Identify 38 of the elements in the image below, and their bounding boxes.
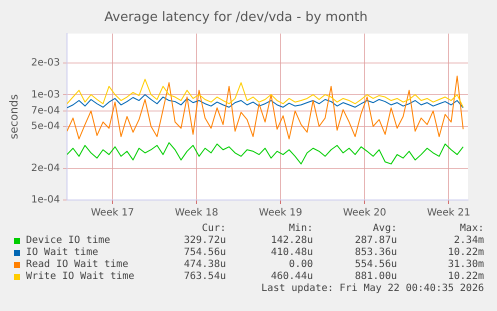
x-tick-label: Week 18 bbox=[174, 208, 218, 219]
y-tick-label: 2e-04 bbox=[31, 162, 60, 174]
y-tick-label: 7e-04 bbox=[31, 106, 60, 117]
text: 31.30m bbox=[448, 259, 484, 271]
text: 2.34m bbox=[454, 235, 484, 247]
text: 410.48u bbox=[270, 247, 313, 259]
y-tick-label: 2e-03 bbox=[31, 58, 60, 69]
text: 853.36u bbox=[354, 247, 397, 259]
x-tick-label: Week 20 bbox=[342, 208, 386, 219]
text: 10.22m bbox=[448, 247, 484, 259]
text: 10.22m bbox=[448, 271, 484, 283]
text: Avg: bbox=[372, 223, 397, 235]
text: Max: bbox=[460, 223, 484, 235]
text: 881.00u bbox=[354, 271, 397, 283]
x-tick-label: Week 19 bbox=[258, 208, 302, 219]
text: 554.56u bbox=[354, 259, 397, 271]
legend-label: Device IO time bbox=[26, 235, 110, 247]
y-axis-title: seconds bbox=[7, 94, 20, 140]
text: 754.56u bbox=[184, 247, 226, 259]
text: Last update: Fri May 22 00:40:35 2026 bbox=[261, 283, 484, 295]
text: Min: bbox=[288, 223, 313, 235]
text: 329.72u bbox=[184, 235, 226, 247]
y-tick-label: 5e-04 bbox=[31, 120, 60, 132]
y-tick-label: 1e-04 bbox=[31, 194, 60, 206]
text: 460.44u bbox=[270, 271, 313, 283]
text: 0.00 bbox=[288, 259, 313, 271]
text: 142.28u bbox=[270, 235, 313, 247]
chart-title: Average latency for /dev/vda - by month bbox=[104, 10, 368, 26]
text: Cur: bbox=[202, 223, 226, 235]
text: 474.38u bbox=[184, 259, 226, 271]
text: 287.87u bbox=[354, 235, 397, 247]
y-tick-label: 1e-03 bbox=[31, 89, 60, 100]
x-tick-label: Week 17 bbox=[90, 208, 134, 219]
text: 763.54u bbox=[184, 271, 226, 283]
x-tick-label: Week 21 bbox=[427, 208, 470, 219]
legend-label: Read IO Wait time bbox=[26, 259, 128, 271]
legend-label: IO Wait time bbox=[26, 247, 98, 259]
legend-label: Write IO Wait time bbox=[26, 271, 134, 283]
